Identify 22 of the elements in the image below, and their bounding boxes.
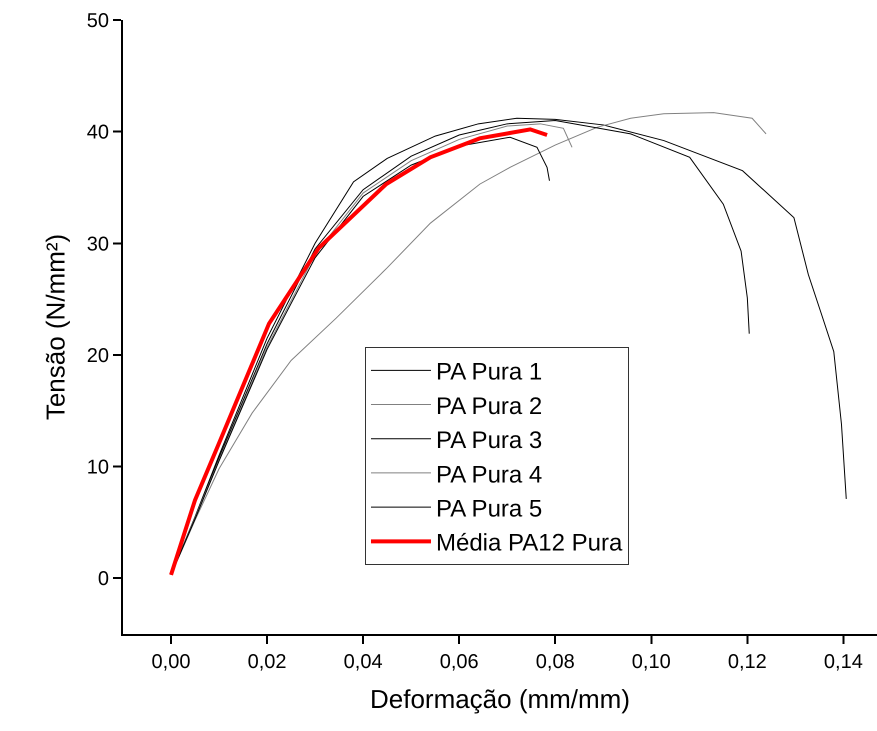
y-tick-label: 50 [86,10,109,32]
legend-label: Média PA12 Pura [436,530,623,557]
y-axis-title: Tensão (N/mm²) [40,234,71,420]
x-tick-label: 0,14 [824,651,863,673]
x-tick-label: 0,04 [344,651,383,673]
x-axis-title: Deformação (mm/mm) [370,684,630,714]
y-tick-label: 30 [86,233,109,256]
x-tick-label: 0,10 [632,651,671,673]
x-tick-label: 0,12 [728,651,767,673]
legend-label: PA Pura 1 [436,358,542,386]
y-tick-label: 20 [86,344,109,367]
x-tick-label: 0,08 [536,651,575,673]
legend-label: PA Pura 5 [436,495,542,522]
x-tick-label: 0,06 [440,651,479,673]
legend-label: PA Pura 2 [436,392,542,420]
x-tick-label: 0,02 [248,651,287,673]
x-tick-label: 0,00 [152,651,190,673]
y-tick-label: 10 [86,456,109,479]
y-tick-label: 0 [98,568,109,590]
legend-label: PA Pura 3 [436,427,542,454]
y-tick-label: 40 [86,122,109,144]
legend-label: PA Pura 4 [436,461,542,488]
